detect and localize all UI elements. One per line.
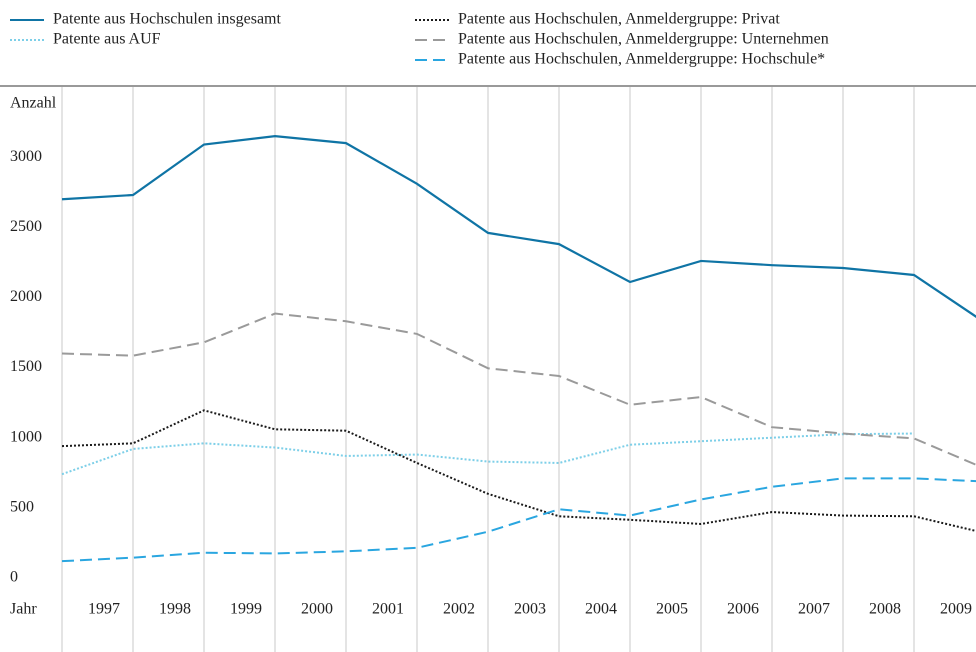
y-tick-label: 1000 <box>10 428 42 445</box>
x-tick-label: 2008 <box>869 601 901 618</box>
legend-label: Patente aus Hochschulen insgesamt <box>53 11 282 28</box>
series-line <box>61 409 976 533</box>
x-axis-label: Jahr <box>10 601 37 618</box>
x-tick-label: 2009 <box>940 601 972 618</box>
x-tick-label: 2007 <box>798 601 830 618</box>
legend-label: Patente aus Hochschulen, Anmeldergruppe:… <box>458 31 829 48</box>
x-tick-label: 2004 <box>585 601 617 618</box>
x-tick-label: 1999 <box>230 601 262 618</box>
y-tick-label: 2000 <box>10 288 42 305</box>
series-line <box>61 134 976 318</box>
x-tick-label: 2001 <box>372 601 404 618</box>
x-tick-label: 1997 <box>88 601 120 618</box>
x-tick-label: 2000 <box>301 601 333 618</box>
x-tick-label: 1998 <box>159 601 191 618</box>
y-tick-label: 500 <box>10 499 34 516</box>
series-line <box>61 477 976 563</box>
y-tick-label: 3000 <box>10 148 42 165</box>
series-line <box>61 312 976 466</box>
y-tick-label: 1500 <box>10 358 42 375</box>
x-tick-label: 2006 <box>727 601 759 618</box>
legend-label: Patente aus Hochschulen, Anmeldergruppe:… <box>458 11 780 28</box>
legend-label: Patente aus Hochschulen, Anmeldergruppe:… <box>458 51 825 68</box>
y-tick-label: 2500 <box>10 218 42 235</box>
legend-label: Patente aus AUF <box>53 31 161 48</box>
y-tick-label: 0 <box>10 569 18 586</box>
x-tick-label: 2002 <box>443 601 475 618</box>
x-tick-label: 2005 <box>656 601 688 618</box>
x-tick-label: 2003 <box>514 601 546 618</box>
y-axis-label: Anzahl <box>10 95 57 112</box>
